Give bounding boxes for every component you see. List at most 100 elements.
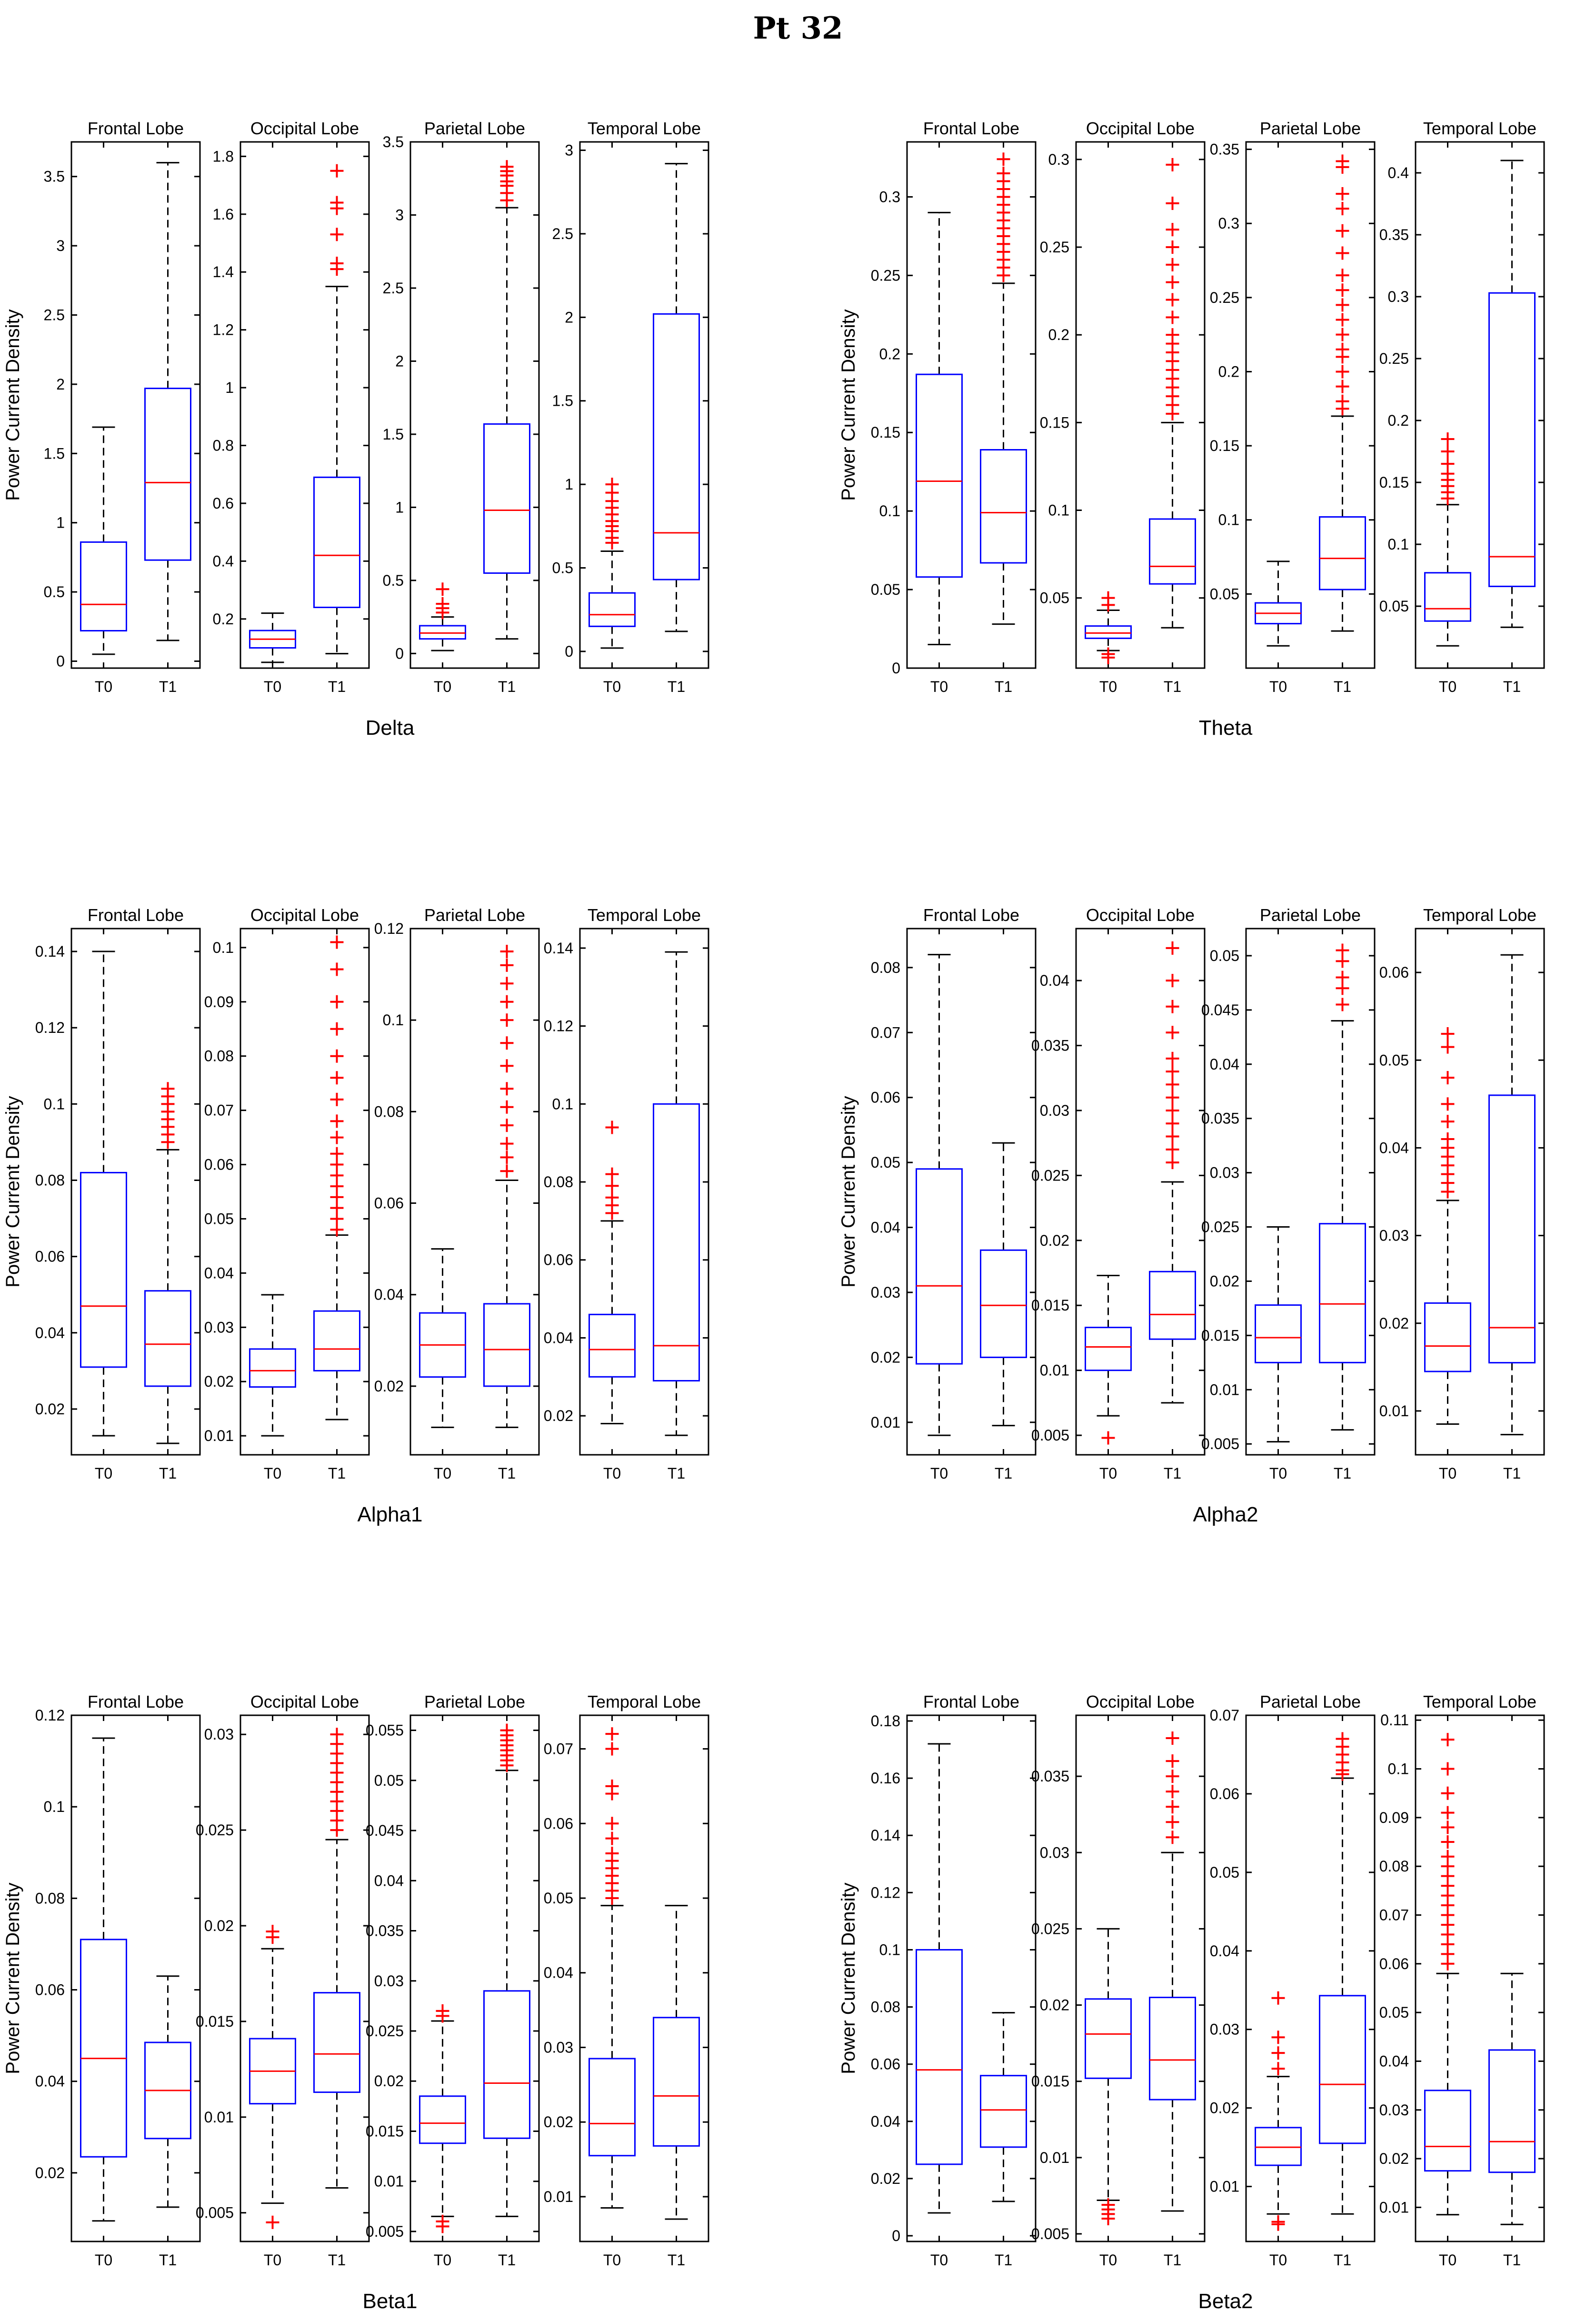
box-t1: T1 [1319, 1715, 1366, 2269]
outlier-marker [1336, 970, 1349, 984]
y-tick-label: 3.5 [383, 133, 404, 150]
y-tick-label: 0.08 [1379, 1858, 1409, 1875]
y-tick-label: 0.08 [35, 1890, 65, 1907]
panel-temporal-lobe: Temporal Lobe 0.05 0.1 0.15 0.2 0.25 0.3 0.35 0.… [1379, 119, 1545, 695]
outlier-marker [1441, 1786, 1455, 1800]
panel-occipital-lobe: Occipital Lobe 0.005 0.01 0.015 0.02 0.025 0.0… [1031, 1692, 1206, 2269]
plot-frame [409, 928, 540, 1456]
iqr-box [1149, 1271, 1196, 1340]
x-tick-label: T1 [1164, 678, 1181, 695]
y-tick-label: 1.5 [44, 445, 65, 462]
plot-frame [1245, 928, 1376, 1456]
outlier-marker [1166, 1130, 1179, 1143]
box-t1: T1 [1488, 142, 1536, 695]
y-tick-label: 0.02 [204, 1373, 234, 1390]
y-tick-label: 0.05 [1379, 1051, 1409, 1069]
y-tick-label: 0.005 [196, 2204, 234, 2221]
y-tick-label: 1 [56, 514, 65, 531]
x-tick-label: T1 [498, 678, 516, 695]
outlier-marker [1441, 1040, 1455, 1054]
iqr-box [1085, 625, 1132, 639]
x-tick-label: T1 [995, 678, 1012, 695]
y-tick-label: 0.5 [552, 560, 573, 577]
y-tick-label: 0.06 [1210, 1785, 1239, 1802]
y-tick-label: 0.01 [1379, 1402, 1409, 1420]
outlier-marker [605, 1191, 619, 1204]
band-label: Theta [1199, 716, 1253, 740]
y-tick-label: 0.2 [1218, 363, 1239, 380]
outlier-marker [1336, 202, 1349, 216]
x-tick-label: T0 [95, 2251, 112, 2269]
x-tick-label: T1 [995, 1465, 1012, 1482]
y-tick-label: 0.05 [204, 1210, 234, 1227]
outlier-marker [1336, 313, 1349, 327]
y-tick-label: 0.16 [871, 1770, 900, 1787]
y-tick-label: 0.06 [35, 1248, 65, 1265]
y-tick-label: 0.09 [1379, 1809, 1409, 1826]
plot-frame [1415, 1714, 1545, 2242]
plot-frame [1075, 928, 1206, 1456]
y-tick-label: 0.02 [35, 1401, 65, 1418]
outlier-marker [436, 2004, 449, 2018]
y-tick-label: 0.01 [871, 1414, 900, 1431]
outlier-marker [330, 1147, 344, 1161]
outlier-marker [605, 1120, 619, 1134]
x-tick-label: T0 [95, 1465, 112, 1482]
outlier-marker [1441, 432, 1455, 446]
outlier-marker [330, 1049, 344, 1063]
outlier-marker [436, 2214, 449, 2228]
band-label: Beta2 [1198, 2290, 1253, 2311]
x-tick-label: T0 [434, 678, 451, 695]
y-tick-label: 0.045 [366, 1822, 404, 1839]
chart-theta: Power Current Density Theta Frontal Lobe 0 0… [838, 119, 1545, 740]
y-tick-label: 0.1 [1388, 1761, 1409, 1778]
y-tick-label: 0.12 [544, 1018, 573, 1035]
y-tick-label: 0.4 [213, 552, 234, 570]
outlier-marker [500, 160, 514, 174]
box-t1: T1 [144, 1715, 191, 2269]
box-t0: T0 [419, 142, 466, 695]
box-t0: T0 [916, 929, 963, 1482]
plot-frame [906, 928, 1037, 1456]
y-tick-label: 0.1 [44, 1095, 65, 1112]
y-tick-label: 0.06 [35, 1981, 65, 1999]
outlier-marker [500, 1119, 514, 1132]
panel-title: Frontal Lobe [88, 905, 184, 925]
outlier-marker [1271, 2062, 1285, 2076]
panel-title: Frontal Lobe [923, 1692, 1019, 1711]
y-tick-label: 0.2 [1388, 412, 1409, 429]
outlier-marker [161, 1082, 175, 1096]
x-tick-label: T1 [1334, 2251, 1351, 2269]
x-tick-label: T1 [498, 2251, 516, 2269]
outlier-marker [1271, 2215, 1285, 2229]
panel-frontal-lobe: Frontal Lobe 0 0.02 0.04 0.06 0.08 0.1 0.12 0.14… [871, 1692, 1037, 2269]
x-tick-label: T0 [1269, 678, 1287, 695]
y-tick-label: 0.02 [544, 2113, 573, 2131]
plot-frame [1415, 141, 1545, 669]
panel-temporal-lobe: Temporal Lobe 0.02 0.04 0.06 0.08 0.1 0.12 0.14… [544, 905, 709, 1482]
y-tick-label: 0.06 [1379, 964, 1409, 981]
y-tick-label: 0.05 [871, 1154, 900, 1171]
iqr-box [980, 2075, 1027, 2148]
panel-title: Occipital Lobe [250, 905, 359, 925]
y-tick-label: 0.01 [204, 2109, 234, 2126]
y-tick-label: 0.3 [879, 188, 900, 205]
panel-title: Occipital Lobe [1086, 1692, 1195, 1711]
panel-temporal-lobe: Temporal Lobe 0 0.5 1 1.5 2 2.5 3 T0 T1 [552, 119, 709, 695]
outlier-marker [1166, 941, 1179, 955]
x-tick-label: T1 [1503, 678, 1521, 695]
iqr-box [144, 388, 191, 561]
panel-title: Frontal Lobe [88, 1692, 184, 1711]
outlier-marker [1336, 380, 1349, 393]
panel-occipital-lobe: Occipital Lobe 0.005 0.01 0.015 0.02 0.025 0.0… [1031, 905, 1206, 1482]
iqr-box [1319, 1223, 1366, 1363]
outlier-marker [330, 1728, 344, 1741]
outlier-marker [500, 995, 514, 1009]
outlier-marker [1166, 223, 1179, 237]
y-tick-label: 0.035 [1031, 1037, 1069, 1054]
iqr-box [653, 1103, 700, 1381]
y-tick-label: 0.08 [544, 1173, 573, 1191]
y-tick-label: 0.18 [871, 1712, 900, 1730]
outlier-marker [1441, 1027, 1455, 1040]
iqr-box [916, 373, 963, 578]
